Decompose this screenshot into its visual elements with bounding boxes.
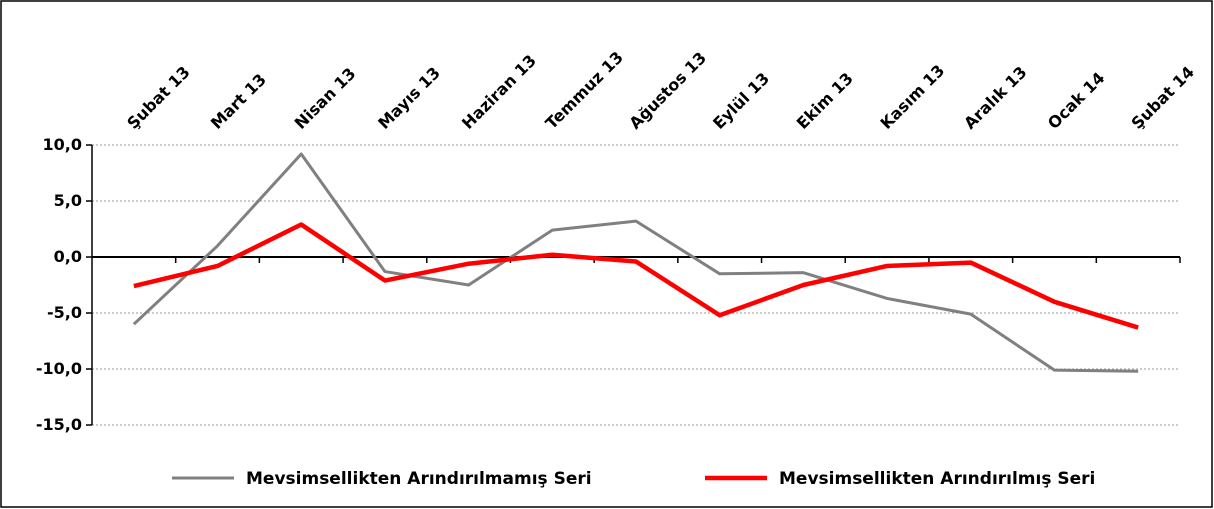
series-line bbox=[132, 152, 1139, 373]
y-tick-label: -5,0 bbox=[47, 303, 82, 322]
series-line bbox=[133, 222, 1139, 330]
legend-label: Mevsimsellikten Arındırılmış Seri bbox=[779, 469, 1095, 489]
y-tick-label: 10,0 bbox=[43, 135, 82, 154]
y-tick-label: 5,0 bbox=[54, 191, 82, 210]
y-tick-label: -10,0 bbox=[36, 359, 82, 378]
y-tick-label: 0,0 bbox=[54, 247, 82, 266]
y-tick-label: -15,0 bbox=[36, 415, 82, 434]
legend-label: Mevsimsellikten Arındırılmamış Seri bbox=[246, 469, 592, 489]
